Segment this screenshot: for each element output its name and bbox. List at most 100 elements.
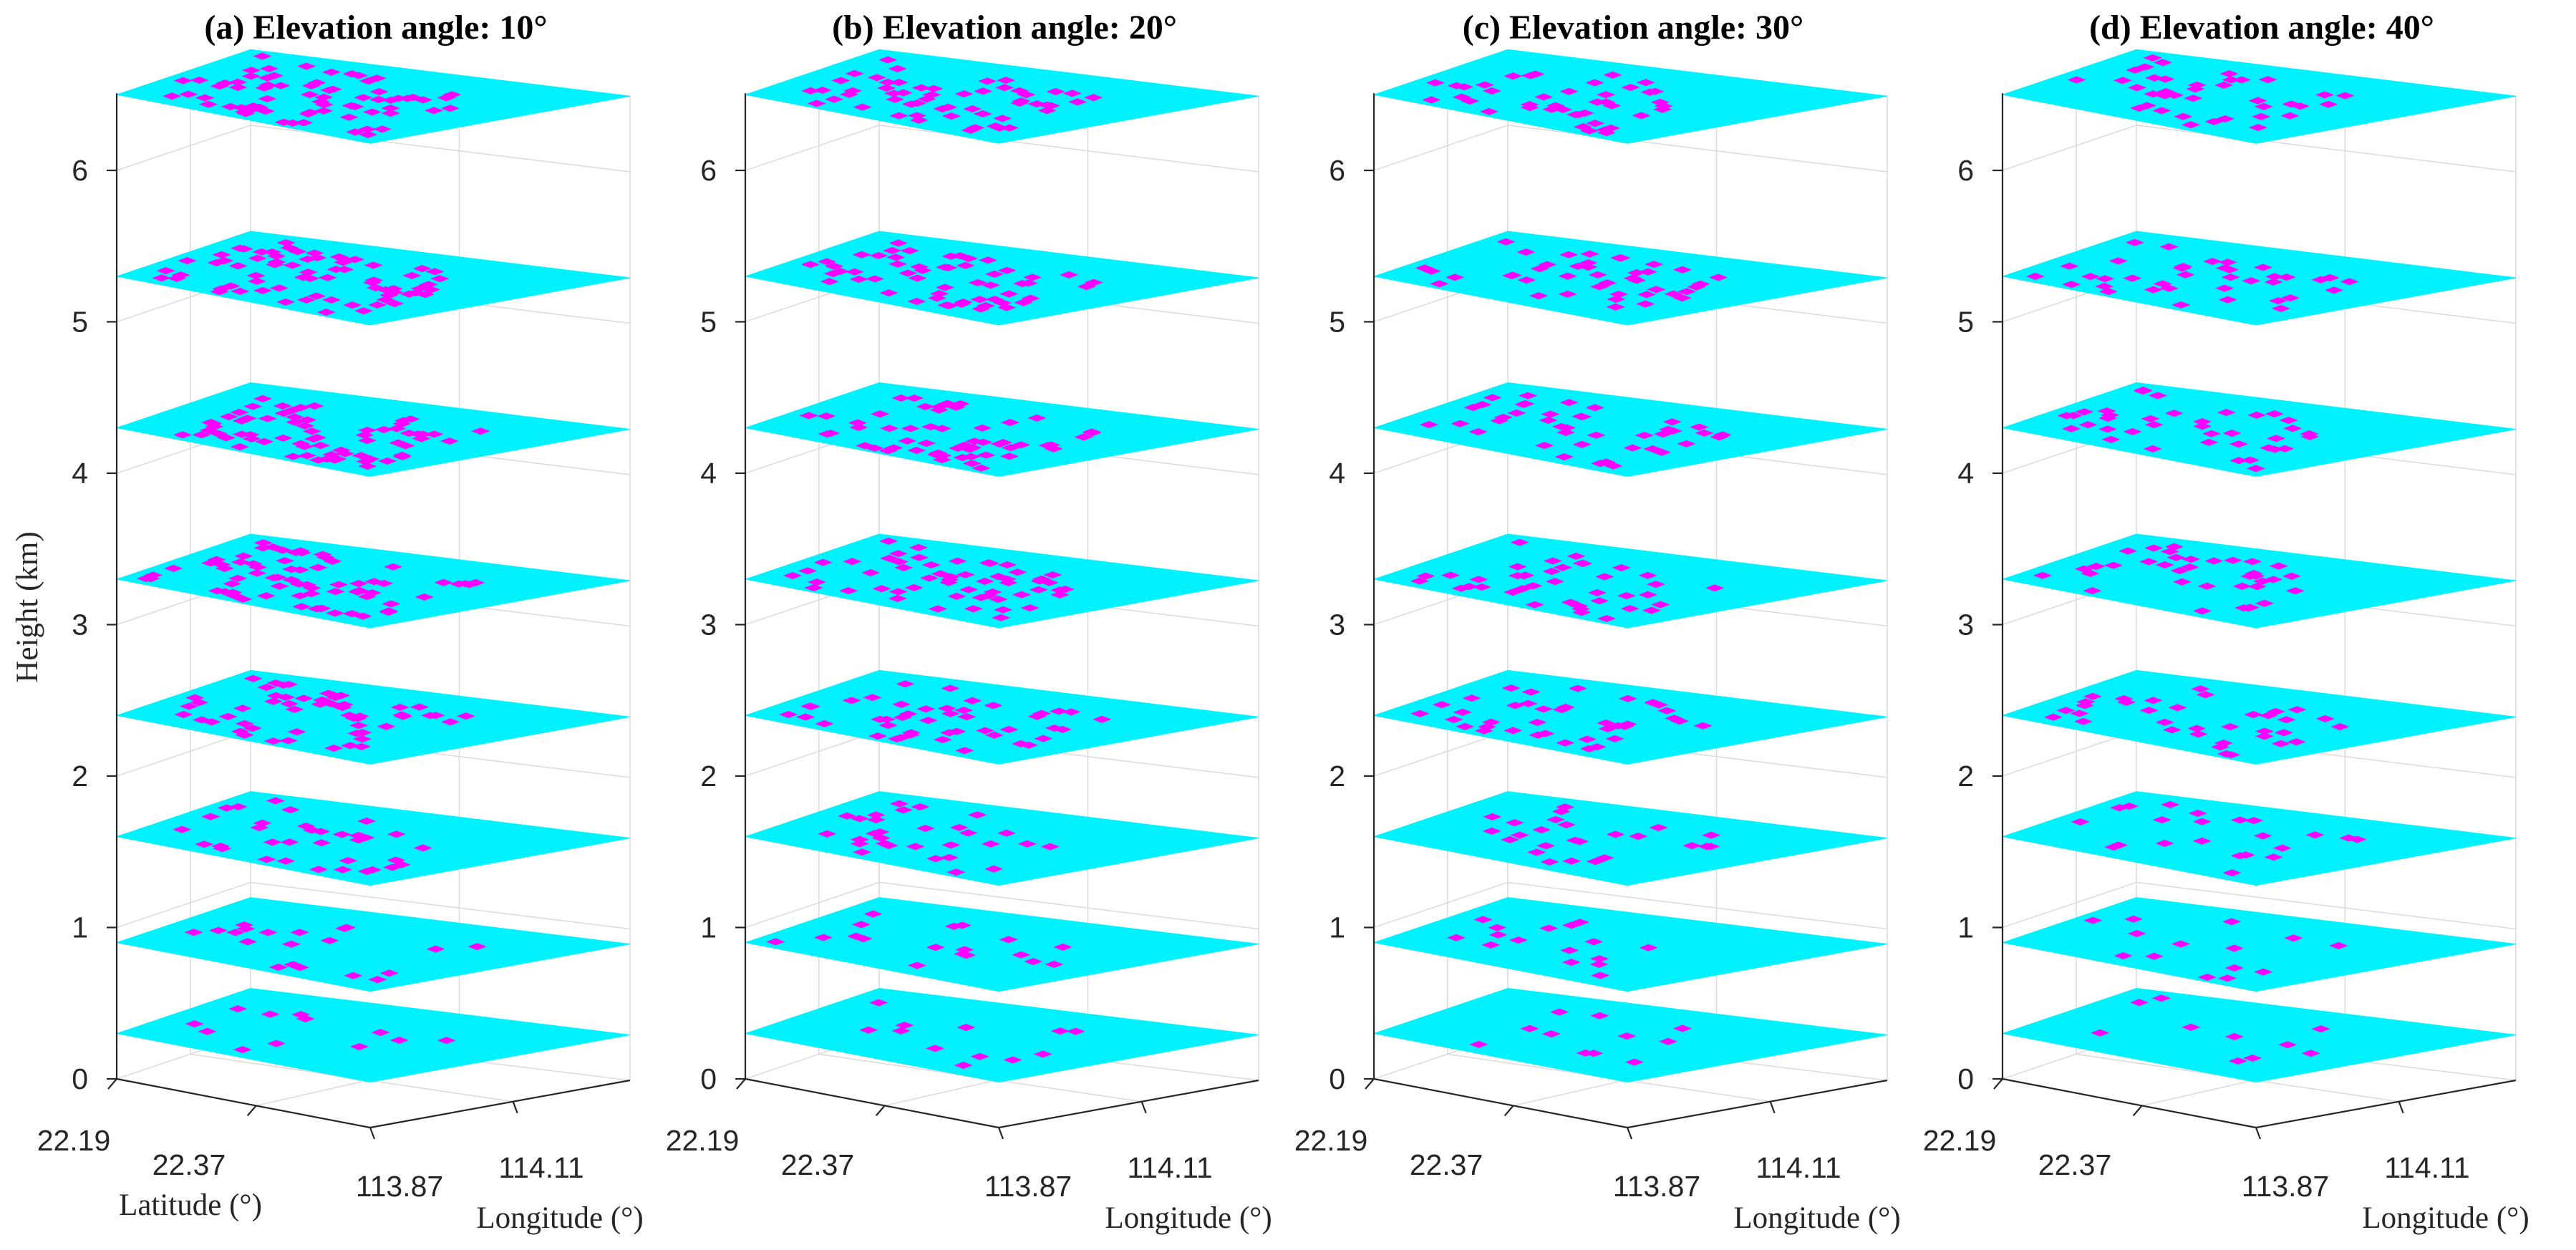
data-point bbox=[2265, 273, 2284, 281]
data-point bbox=[946, 403, 966, 411]
data-point bbox=[329, 253, 349, 261]
data-point bbox=[1702, 831, 1721, 839]
data-point bbox=[894, 563, 914, 571]
layer-plane bbox=[115, 49, 631, 144]
data-point bbox=[180, 702, 199, 710]
data-point bbox=[999, 936, 1018, 944]
data-point bbox=[994, 606, 1013, 614]
data-point bbox=[959, 586, 979, 593]
data-point bbox=[253, 544, 273, 552]
data-point bbox=[259, 64, 279, 72]
data-point bbox=[957, 713, 977, 721]
data-point bbox=[2247, 411, 2267, 419]
data-point bbox=[1585, 79, 1604, 87]
data-point bbox=[2171, 940, 2190, 948]
data-point bbox=[2315, 714, 2335, 722]
data-point bbox=[2232, 582, 2252, 590]
data-point bbox=[230, 409, 249, 417]
data-point bbox=[274, 118, 294, 126]
data-point bbox=[2264, 853, 2283, 861]
data-point bbox=[899, 269, 918, 277]
data-point bbox=[2159, 284, 2179, 292]
data-point bbox=[2101, 435, 2121, 443]
data-point bbox=[267, 1040, 286, 1047]
data-point bbox=[909, 116, 929, 124]
data-point bbox=[872, 585, 891, 593]
longitude-axis bbox=[1627, 1079, 1888, 1129]
data-point bbox=[949, 823, 969, 831]
data-point bbox=[302, 826, 321, 834]
data-point bbox=[1520, 1024, 1539, 1032]
data-point bbox=[223, 588, 243, 596]
data-point bbox=[2254, 968, 2273, 976]
panel-a-axes bbox=[107, 93, 631, 1140]
data-point bbox=[2108, 257, 2128, 265]
data-point bbox=[302, 584, 321, 592]
data-point bbox=[276, 298, 296, 306]
data-point bbox=[212, 285, 231, 293]
data-point bbox=[2193, 607, 2212, 615]
data-point bbox=[1033, 1050, 1052, 1058]
data-point bbox=[1575, 110, 1594, 117]
data-point bbox=[2215, 284, 2234, 292]
data-point bbox=[2255, 732, 2274, 740]
data-point bbox=[1010, 87, 1030, 95]
data-point bbox=[1586, 858, 1605, 866]
data-point bbox=[804, 583, 823, 591]
data-point bbox=[839, 587, 858, 595]
data-point bbox=[1021, 294, 1040, 302]
data-point bbox=[1543, 557, 1562, 565]
data-point bbox=[1624, 1058, 1644, 1066]
data-point bbox=[2083, 916, 2103, 924]
data-point bbox=[866, 816, 886, 824]
data-point bbox=[907, 447, 926, 455]
data-point bbox=[972, 593, 991, 601]
height-layer bbox=[115, 382, 631, 478]
data-point bbox=[286, 418, 305, 426]
data-point bbox=[1530, 265, 1549, 273]
data-point bbox=[228, 1005, 248, 1013]
data-point bbox=[2224, 1033, 2244, 1041]
panel-c-lon-tick: 113.87 bbox=[1613, 1170, 1700, 1203]
data-point bbox=[1053, 725, 1072, 733]
data-point bbox=[173, 825, 192, 833]
data-point bbox=[850, 815, 869, 823]
panel-a-lat-tick: 22.37 bbox=[152, 1148, 226, 1181]
data-point bbox=[2315, 91, 2334, 99]
data-point bbox=[2219, 70, 2239, 78]
lon-tick-mark bbox=[2255, 1127, 2262, 1140]
data-point bbox=[1607, 295, 1626, 303]
data-point bbox=[920, 574, 939, 582]
data-point bbox=[1517, 276, 1536, 284]
data-point bbox=[941, 709, 960, 717]
data-point bbox=[1550, 1008, 1569, 1016]
data-point bbox=[2300, 432, 2320, 440]
data-point bbox=[2125, 238, 2144, 246]
data-point bbox=[1490, 417, 1509, 425]
data-point bbox=[893, 714, 912, 722]
data-point bbox=[400, 430, 419, 437]
data-point bbox=[888, 550, 908, 558]
data-point bbox=[362, 278, 382, 286]
data-point bbox=[2192, 818, 2212, 825]
data-point bbox=[1539, 417, 1558, 425]
data-point bbox=[1009, 99, 1029, 107]
data-point bbox=[1545, 578, 1564, 586]
data-point bbox=[349, 831, 368, 839]
data-point bbox=[426, 712, 445, 720]
data-point bbox=[1451, 420, 1470, 427]
data-point bbox=[2259, 712, 2278, 720]
panel-b-z-tick: 2 bbox=[700, 760, 717, 793]
height-layer bbox=[744, 49, 1259, 144]
data-point bbox=[2274, 729, 2293, 737]
data-point bbox=[185, 694, 205, 702]
data-point bbox=[2264, 576, 2283, 583]
data-point bbox=[2248, 124, 2267, 132]
layer-plane bbox=[744, 791, 1259, 886]
data-point bbox=[2280, 112, 2300, 120]
data-point bbox=[1591, 972, 1610, 979]
data-point bbox=[1475, 81, 1494, 89]
data-point bbox=[858, 1026, 878, 1034]
data-point bbox=[267, 258, 286, 266]
data-point bbox=[865, 275, 884, 283]
